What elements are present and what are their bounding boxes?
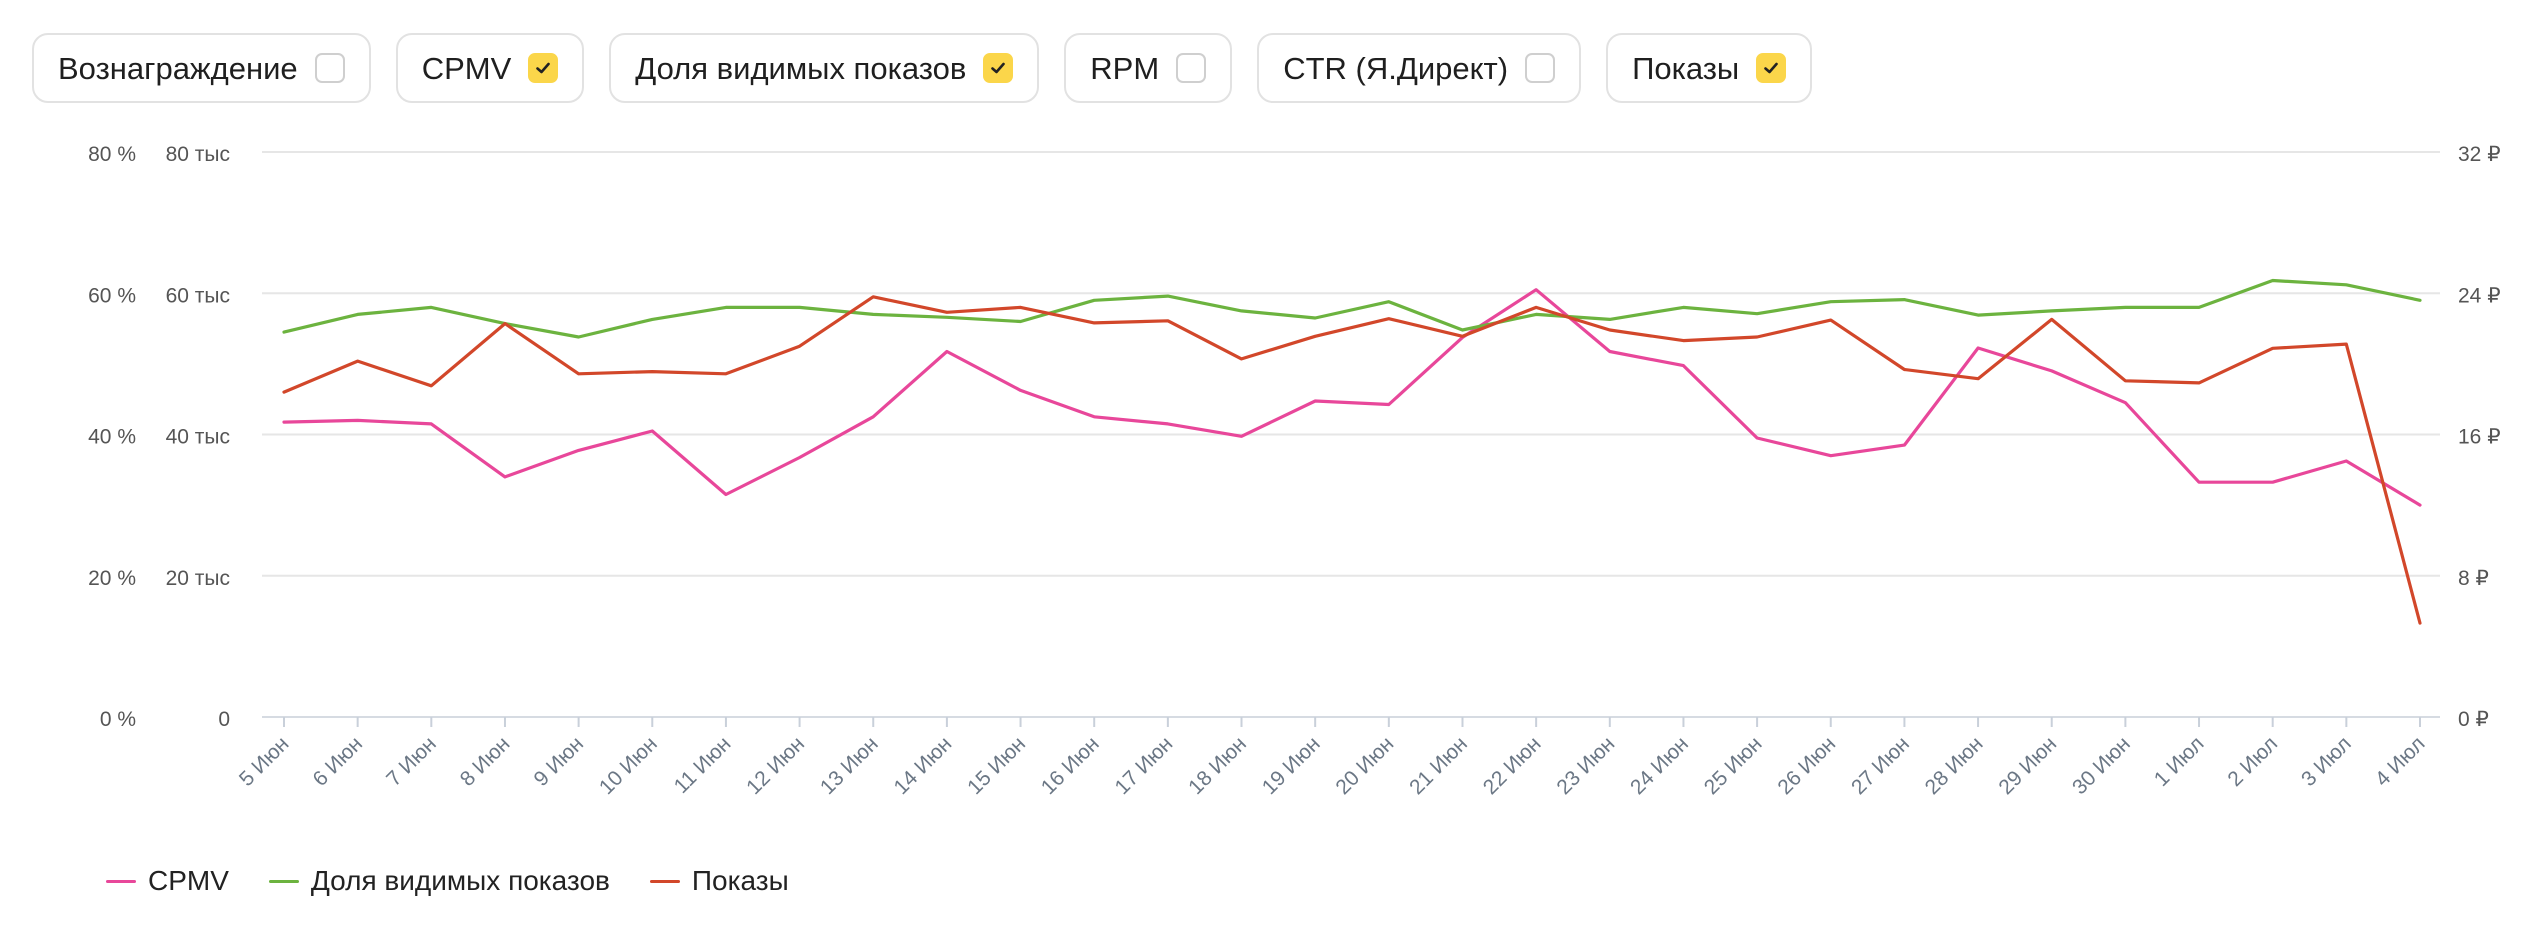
series-line-показы: [282, 295, 2422, 625]
legend-item-доля-видимых-показов[interactable]: Доля видимых показов: [268, 865, 610, 897]
metric-toggle-label: CTR (Я.Директ): [1283, 50, 1509, 86]
x-tick-label: 7 Июн: [382, 732, 441, 791]
x-tick-label: 21 Июн: [1405, 732, 1472, 799]
checkbox-empty-icon[interactable]: [1176, 53, 1207, 83]
y-tick-label-count: 60 тыс: [166, 284, 230, 307]
x-tick-label: 24 Июн: [1626, 732, 1693, 799]
x-tick-label: 9 Июн: [529, 732, 588, 791]
metric-toggle-label: CPMV: [421, 50, 512, 86]
x-tick-label: 29 Июн: [1994, 732, 2061, 799]
checkmark-icon: [1764, 62, 1779, 74]
y-tick-label-rub: 32 ₽: [2458, 143, 2501, 166]
y-tick-label-percent: 40 %: [88, 426, 136, 449]
line-chart: 0 % 0 0 ₽ 20 % 20 тыс 8 ₽ 40 % 40 тыс 16 ₽ 60 % 60…: [88, 143, 2500, 799]
x-tick-label: 20 Июн: [1331, 732, 1398, 799]
chart-legend: CPMV Доля видимых показов Показы: [106, 865, 789, 897]
x-tick-label: 11 Июн: [670, 732, 736, 798]
y-tick-label-count: 40 тыс: [166, 426, 230, 449]
x-tick-label: 17 Июн: [1110, 732, 1177, 799]
checkmark-icon: [991, 62, 1006, 74]
checkmark-icon: [536, 62, 551, 74]
x-tick-label: 19 Июн: [1258, 732, 1325, 799]
x-tick-label: 30 Июн: [2068, 732, 2135, 799]
metric-toggle-label: Доля видимых показов: [635, 50, 967, 86]
x-tick-label: 8 Июн: [456, 732, 515, 791]
series-line-доля-видимых-показов: [282, 278, 2422, 339]
x-tick-label: 16 Июн: [1037, 732, 1104, 799]
x-tick-label: 18 Июн: [1184, 732, 1251, 799]
metric-toggle-bar: Вознаграждение CPMV Доля видимых показов RP…: [32, 33, 1813, 103]
metric-toggle-label: Вознаграждение: [58, 50, 298, 86]
legend-line-icon: [268, 879, 299, 883]
x-tick-label: 23 Июн: [1552, 732, 1619, 799]
legend-line-icon: [649, 879, 680, 883]
axis-labels: 0 % 0 0 ₽ 20 % 20 тыс 8 ₽ 40 % 40 тыс 16 ₽ 60 % 60…: [88, 143, 2500, 799]
x-tick-label: 14 Июн: [890, 732, 957, 799]
x-tick-label: 2 Июл: [2223, 732, 2282, 791]
metric-toggle-показы[interactable]: Показы: [1606, 33, 1813, 103]
y-tick-label-rub: 24 ₽: [2458, 284, 2501, 307]
y-tick-label-rub: 16 ₽: [2458, 426, 2501, 449]
y-tick-label-rub: 0 ₽: [2458, 708, 2489, 731]
x-tick-label: 10 Июн: [595, 732, 662, 799]
legend-line-icon: [106, 879, 136, 883]
y-tick-label-percent: 20 %: [88, 567, 136, 590]
metric-toggle-вознаграждение[interactable]: Вознаграждение: [32, 33, 371, 103]
x-tick-label: 6 Июн: [309, 732, 368, 791]
checkbox-checked-icon[interactable]: [983, 53, 1014, 83]
x-tick-label: 26 Июн: [1773, 732, 1840, 799]
x-tick-label: 25 Июн: [1700, 732, 1767, 799]
metric-toggle-доля-видимых-показов[interactable]: Доля видимых показов: [609, 33, 1040, 103]
y-tick-label-percent: 60 %: [88, 284, 136, 307]
x-tick-label: 15 Июн: [963, 732, 1030, 799]
x-tick-label: 28 Июн: [1921, 732, 1988, 799]
y-tick-label-count: 0: [218, 708, 230, 731]
checkbox-checked-icon[interactable]: [528, 53, 559, 83]
legend-label: CPMV: [148, 865, 229, 896]
checkbox-empty-icon[interactable]: [1525, 53, 1556, 83]
legend-item-cpmv[interactable]: CPMV: [106, 865, 229, 897]
x-tick-label: 5 Июн: [235, 732, 294, 791]
x-tick-label: 4 Июл: [2371, 732, 2430, 791]
y-tick-label-count: 80 тыс: [166, 143, 230, 166]
checkbox-empty-icon[interactable]: [314, 53, 345, 83]
x-tick-label: 12 Июн: [742, 732, 809, 799]
y-tick-label-percent: 80 %: [88, 143, 136, 166]
y-tick-label-percent: 0 %: [100, 708, 136, 731]
legend-label: Показы: [691, 865, 789, 896]
checkbox-checked-icon[interactable]: [1756, 53, 1787, 83]
series-lines: [282, 278, 2422, 625]
x-tick-label: 27 Июн: [1847, 732, 1914, 799]
metric-toggle-label: RPM: [1090, 50, 1160, 86]
grid-lines: [262, 151, 2440, 718]
metric-toggle-cpmv[interactable]: CPMV: [395, 33, 585, 103]
legend-item-показы[interactable]: Показы: [649, 865, 789, 897]
y-tick-label-rub: 8 ₽: [2458, 567, 2489, 590]
metric-toggle-label: Показы: [1632, 50, 1740, 86]
x-tick-label: 1 Июл: [2150, 732, 2209, 791]
x-tick-label: 13 Июн: [816, 732, 883, 799]
x-tick-label: 3 Июл: [2297, 732, 2356, 791]
x-tick-label: 22 Июн: [1479, 732, 1546, 799]
y-tick-label-count: 20 тыс: [166, 567, 230, 590]
metric-toggle-ctr-я-директ[interactable]: CTR (Я.Директ): [1257, 33, 1582, 103]
legend-label: Доля видимых показов: [310, 865, 610, 896]
metric-toggle-rpm[interactable]: RPM: [1064, 33, 1233, 103]
series-line-cpmv: [282, 288, 2422, 507]
